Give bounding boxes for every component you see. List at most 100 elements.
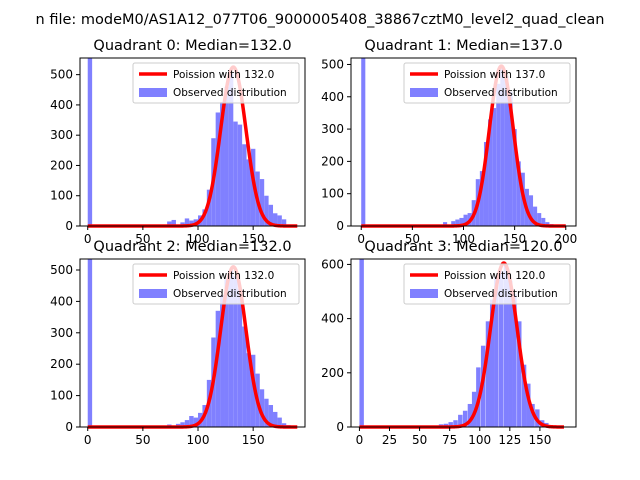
subplot-title: Quadrant 2: Median=132.0	[93, 239, 291, 255]
histogram-bar	[504, 75, 509, 227]
figure-suptitle: n file: modeM0/AS1A12_077T06_9000005408_…	[36, 12, 605, 28]
y-tick-label: 200	[50, 357, 73, 371]
y-tick-label: 0	[336, 219, 344, 233]
histogram-bar	[512, 129, 517, 226]
histogram-bar	[246, 353, 251, 427]
histogram-bar	[233, 121, 238, 226]
y-tick-label: 100	[50, 189, 73, 203]
histogram-bar	[268, 204, 274, 226]
x-tick-label: 100	[187, 232, 210, 246]
x-tick-label: 0	[356, 433, 364, 447]
histogram-bar	[483, 142, 489, 226]
histogram-bar	[180, 422, 185, 427]
histogram-bar	[496, 83, 501, 226]
histogram-bar	[259, 389, 265, 427]
legend-label-observed: Observed distribution	[444, 288, 558, 300]
x-tick-label: 200	[554, 232, 577, 246]
histogram-bar	[488, 119, 493, 226]
y-tick-label: 400	[321, 90, 344, 104]
legend-bar-swatch	[139, 289, 167, 298]
legend-label-poisson: Poission with 137.0	[444, 69, 545, 81]
histogram-bar	[479, 171, 484, 226]
y-tick-label: 200	[321, 154, 344, 168]
histogram-bar	[202, 209, 207, 226]
histogram-bar	[516, 161, 521, 226]
histogram-bar	[264, 398, 269, 427]
histogram-bar	[517, 321, 522, 427]
y-tick-label: 500	[50, 263, 73, 277]
histogram-bar	[228, 73, 234, 226]
legend-bar-swatch	[139, 88, 167, 97]
histogram-bar	[492, 108, 497, 226]
histogram-bar	[448, 422, 453, 427]
histogram-bar	[246, 159, 251, 226]
histogram-bar	[494, 276, 499, 427]
subplot-quadrant-0: 0 50 100 150 0 100 200 300 400 500 Quadrant 0: Med…	[50, 38, 306, 246]
legend-label-observed: Observed distribution	[444, 87, 558, 99]
legend-box	[132, 263, 300, 305]
histogram-bar	[455, 219, 460, 226]
histogram-bar	[459, 217, 464, 226]
y-tick-label: 400	[50, 98, 73, 112]
histogram-bar	[451, 221, 456, 226]
histogram-bar	[545, 222, 550, 226]
y-tick-label: 300	[321, 122, 344, 136]
histogram-bar	[537, 213, 542, 226]
y-tick-label: 400	[321, 312, 344, 326]
histogram-bar	[171, 219, 176, 226]
legend: Poission with 132.0 Observed distribution	[132, 263, 300, 305]
x-tick-label: 100	[187, 433, 210, 447]
subplot-title: Quadrant 3: Median=120.0	[364, 239, 562, 255]
histogram-bar	[224, 279, 229, 427]
histogram-bar	[233, 276, 238, 427]
legend: Poission with 120.0 Observed distribution	[403, 263, 571, 305]
y-tick-label: 100	[50, 389, 73, 403]
histogram-bar	[541, 217, 546, 226]
histogram-bar	[512, 294, 517, 427]
x-tick-label: 0	[84, 232, 92, 246]
subplot-quadrant-3: 0 25 50 75 100 125 150 0 200 400 600 Quadrant 3: Me…	[321, 239, 577, 447]
legend-bar-swatch	[410, 289, 438, 298]
histogram-bar	[224, 86, 229, 226]
histogram-bar	[500, 67, 505, 226]
histogram-bar	[489, 299, 495, 427]
y-tick-label: 300	[50, 326, 73, 340]
x-tick-label: 25	[382, 433, 397, 447]
histogram-bar	[467, 403, 473, 427]
histogram-bar	[242, 144, 247, 226]
x-tick-label: 100	[468, 433, 491, 447]
histogram-bar	[485, 321, 491, 427]
histogram-bar	[87, 58, 93, 226]
histogram-bar	[273, 213, 278, 226]
legend-label-poisson: Poission with 120.0	[444, 270, 545, 282]
histogram-bar	[273, 411, 278, 427]
x-tick-label: 0	[357, 232, 365, 246]
subplot-title: Quadrant 1: Median=137.0	[364, 38, 562, 54]
y-tick-label: 0	[65, 420, 73, 434]
y-tick-label: 600	[321, 257, 344, 271]
x-tick-label: 150	[242, 232, 265, 246]
y-tick-label: 100	[321, 187, 344, 201]
x-tick-label: 0	[84, 433, 92, 447]
y-tick-label: 200	[321, 366, 344, 380]
histogram-bar	[463, 214, 468, 226]
histogram-bar	[521, 364, 527, 427]
histogram-bar	[215, 310, 221, 427]
y-tick-label: 500	[321, 57, 344, 71]
histogram-bar	[215, 112, 221, 226]
axes-frame	[350, 258, 577, 428]
x-tick-label: 150	[528, 433, 551, 447]
histogram-bar	[443, 222, 448, 226]
x-tick-label: 50	[405, 232, 420, 246]
histogram-bar	[453, 420, 458, 427]
histogram-bar	[193, 417, 199, 427]
x-tick-label: 50	[412, 433, 427, 447]
legend-bar-swatch	[410, 88, 438, 97]
y-tick-label: 400	[50, 294, 73, 308]
histogram-bar	[184, 420, 190, 427]
histogram-bar	[281, 219, 287, 226]
y-tick-label: 300	[50, 128, 73, 142]
y-tick-label: 0	[336, 420, 344, 434]
histogram-bar	[264, 195, 269, 226]
